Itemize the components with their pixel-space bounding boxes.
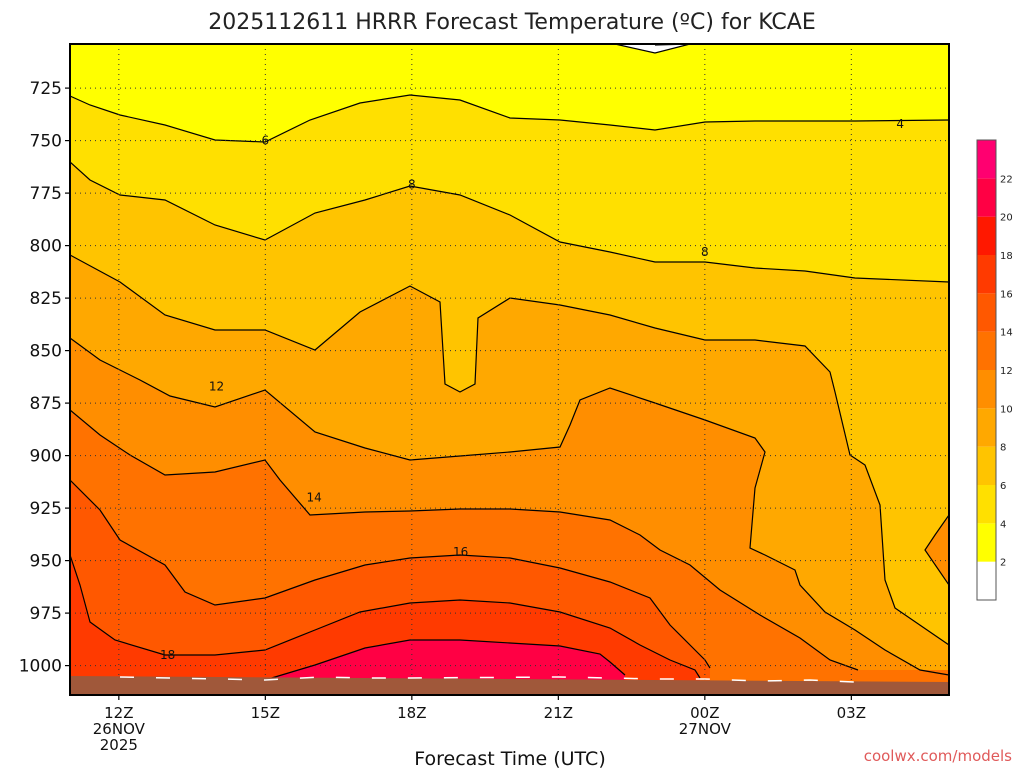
contour-label-text: 16 <box>453 545 468 559</box>
x-tick-label: 18Z <box>397 704 426 722</box>
y-tick-label: 950 <box>30 552 62 572</box>
contour-line-7 <box>70 554 701 679</box>
contour-label: 4 <box>896 117 904 131</box>
colorbar-label: 12 <box>1000 366 1013 377</box>
temperature-bands <box>70 44 949 695</box>
y-tick-label: 825 <box>30 289 62 309</box>
contour-line-8 <box>264 639 626 681</box>
band-1 <box>70 95 949 282</box>
contour-label: 6 <box>262 134 270 148</box>
contour-line-4 <box>70 337 949 676</box>
colorbar-frame <box>976 139 997 601</box>
contour-line-1 <box>70 94 949 143</box>
contour-label-text: 8 <box>408 178 416 192</box>
y-tick-label: 750 <box>30 132 62 152</box>
y-tick-label: 800 <box>30 237 62 257</box>
contour-line-6 <box>70 479 711 669</box>
band-below-2 <box>615 44 690 53</box>
y-axis: 725 750 775 800 825 850 875 900 925 950 975 1000 <box>19 79 70 677</box>
colorbar-swatch <box>977 331 996 370</box>
band-2 <box>70 162 949 645</box>
ground-layer <box>70 676 949 695</box>
chart-title: 2025112611 HRRR Forecast Temperature (ºC… <box>208 10 815 35</box>
colorbar-swatch <box>977 370 996 409</box>
ground-fill <box>70 676 949 695</box>
credit-text: coolwx.com/models <box>864 747 1012 765</box>
band-right-pocket <box>925 515 949 585</box>
colorbar-swatch <box>977 293 996 332</box>
plot-frame <box>69 43 950 696</box>
x-tick-label: 03Z <box>837 704 866 722</box>
colorbar-swatch <box>977 485 996 524</box>
y-tick-label: 975 <box>30 604 62 624</box>
colorbar-label: 8 <box>1000 443 1006 454</box>
colorbar-swatch <box>977 178 996 217</box>
colorbar-label: 16 <box>1000 289 1013 300</box>
x-axis-label: Forecast Time (UTC) <box>414 748 605 768</box>
colorbar-label: 4 <box>1000 519 1006 530</box>
contour-labels: 4 6 8 8 12 14 16 18 <box>160 117 904 662</box>
y-tick-label: 925 <box>30 499 62 519</box>
colorbar-label: 22 <box>1000 174 1013 185</box>
contour-label: 14 <box>307 491 322 505</box>
colorbar-label: 18 <box>1000 251 1013 262</box>
colorbar-label: 10 <box>1000 404 1013 415</box>
ground-edge <box>119 676 856 683</box>
contour-label-text: 4 <box>896 117 904 131</box>
colorbar-label: 6 <box>1000 481 1006 492</box>
colorbar-label: 20 <box>1000 213 1013 224</box>
colorbar-swatch <box>977 561 996 600</box>
x-tick-label: 00Z <box>690 704 719 722</box>
y-tick-label: 875 <box>30 394 62 414</box>
colorbar-swatch <box>977 408 996 447</box>
x-tick-label: 26NOV <box>93 720 146 738</box>
x-tick-label: 12Z <box>104 704 133 722</box>
x-tick-label: 2025 <box>100 736 138 754</box>
x-tick-label: 27NOV <box>679 720 732 738</box>
contour-label: 8 <box>408 178 416 192</box>
x-tick-label: 15Z <box>251 704 280 722</box>
contour-label-text: 12 <box>209 379 224 393</box>
colorbar-label: 2 <box>1000 558 1006 569</box>
y-tick-label: 850 <box>30 342 62 362</box>
contour-label: 18 <box>160 648 175 662</box>
colorbar-swatch <box>977 216 996 255</box>
contour-line-9 <box>924 514 949 586</box>
y-tick-label: 775 <box>30 184 62 204</box>
colorbar-swatch <box>977 446 996 485</box>
contour-lines <box>70 44 949 681</box>
contour-line-3 <box>70 254 949 646</box>
contour-label: 8 <box>701 245 709 259</box>
contour-label-text: 14 <box>307 491 322 505</box>
contour-line-5 <box>70 409 859 671</box>
band-3 <box>70 255 949 675</box>
contour-label-text: 6 <box>262 134 270 148</box>
contour-label-text: 8 <box>701 245 709 259</box>
y-tick-label: 1000 <box>19 657 62 677</box>
y-tick-label: 900 <box>30 447 62 467</box>
contour-label: 16 <box>453 545 468 559</box>
contour-line-2 <box>70 161 949 283</box>
contour-line-top <box>614 44 691 54</box>
colorbar-label: 14 <box>1000 328 1013 339</box>
contour-label-text: 18 <box>160 648 175 662</box>
colorbar-swatch <box>977 140 996 179</box>
contour-label: 12 <box>209 379 224 393</box>
y-tick-label: 725 <box>30 79 62 99</box>
band-4 <box>70 338 949 675</box>
colorbar-swatch <box>977 523 996 562</box>
colorbar: 2 4 6 8 10 12 14 16 18 20 22 <box>976 139 1013 601</box>
x-tick-label: 21Z <box>544 704 573 722</box>
band-0 <box>70 44 949 142</box>
colorbar-swatch <box>977 255 996 294</box>
grid-lines <box>70 44 949 695</box>
